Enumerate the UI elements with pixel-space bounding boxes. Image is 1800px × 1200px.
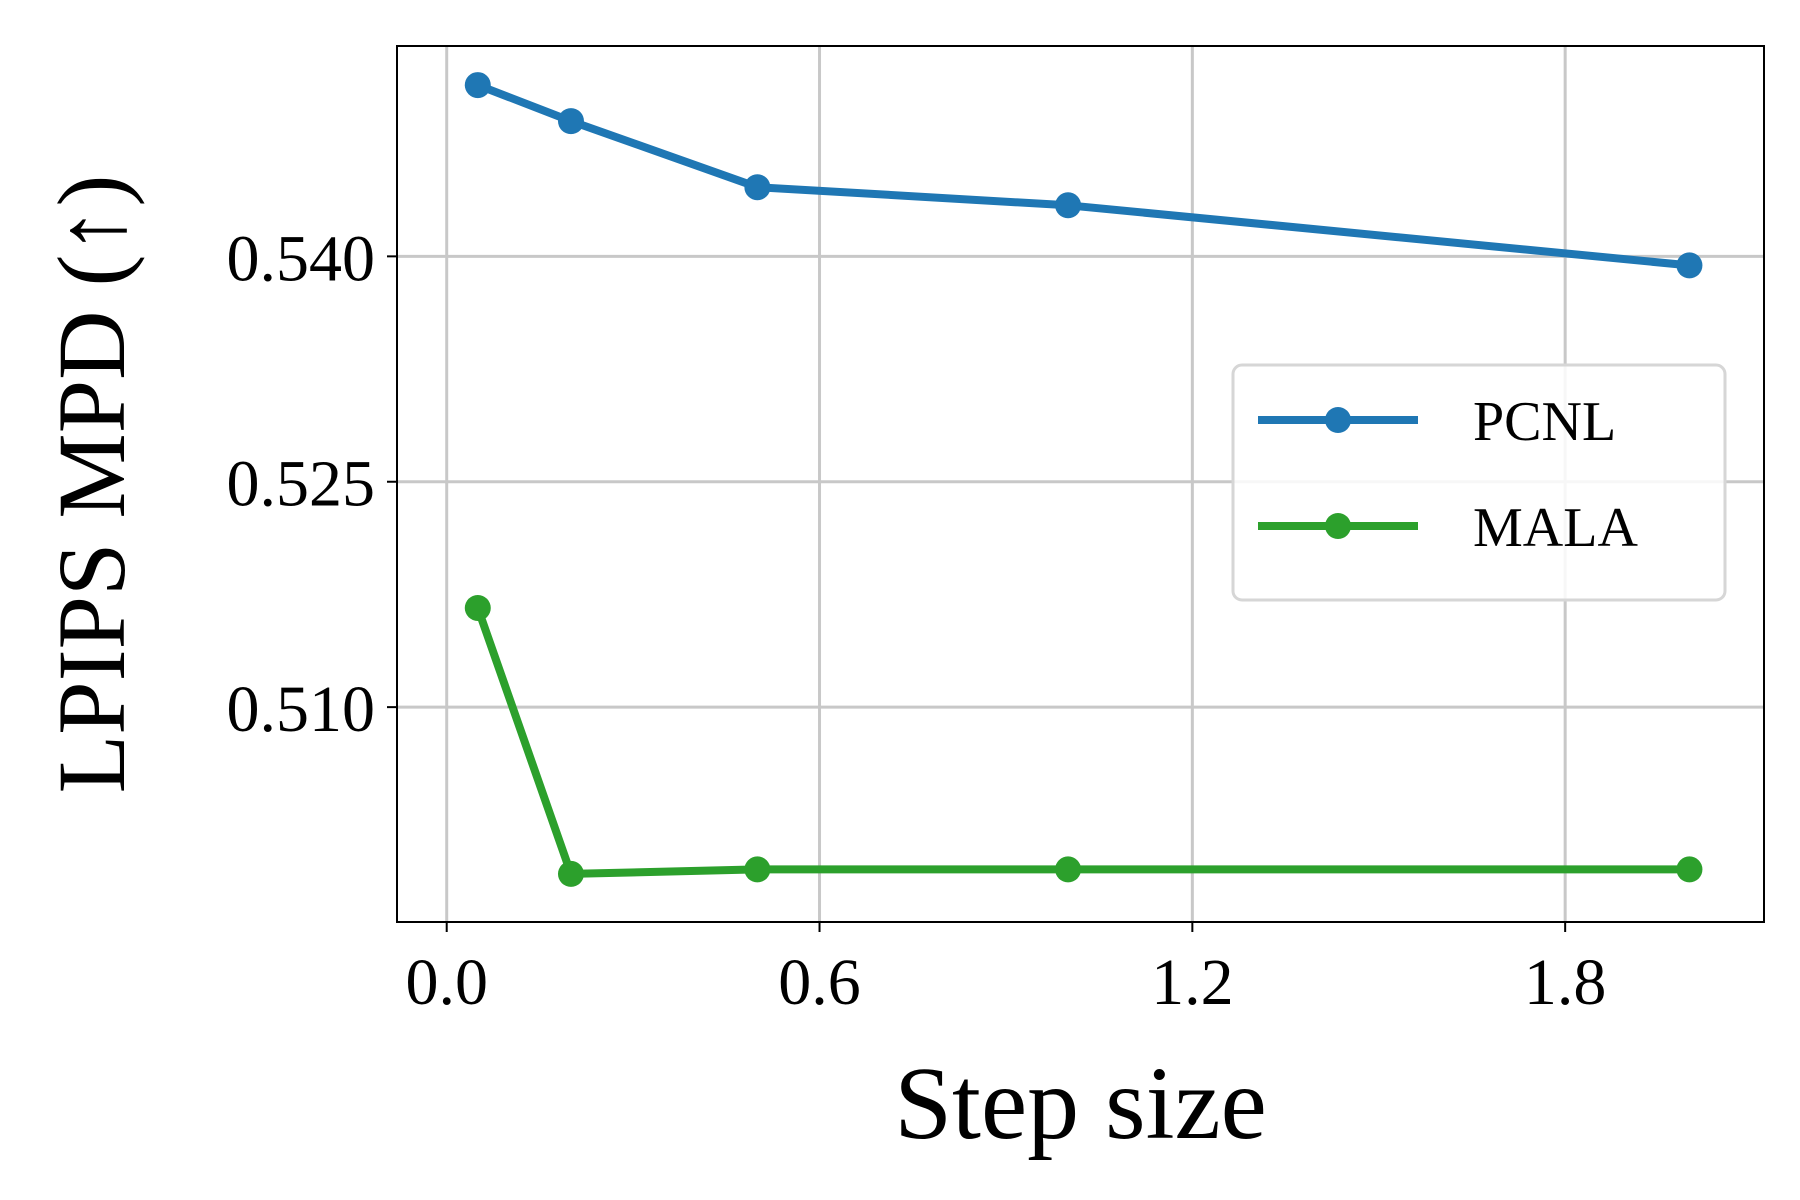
y-tick-label: 0.525 [227,448,376,521]
legend-label-pcnl: PCNL [1473,391,1616,453]
y-tick-label: 0.540 [227,222,376,295]
series-layer [464,72,1703,887]
y-tick-label: 0.510 [227,673,376,746]
data-point-mala [557,860,584,887]
legend-marker-mala [1325,513,1351,539]
legend: PCNL MALA [1231,363,1727,602]
plot-frame [396,45,1765,923]
data-point-pcnl [1676,252,1703,279]
legend-marker-pcnl [1325,407,1351,433]
data-point-pcnl [464,72,491,99]
x-axis-title: Step size [894,1046,1267,1161]
data-point-mala [744,856,771,883]
x-tick-label: 0.0 [405,946,488,1019]
x-tick-label: 1.8 [1524,946,1607,1019]
y-axis-title: LPIPS MPD (↑) [38,175,145,794]
x-tick-label: 0.6 [778,946,861,1019]
data-point-pcnl [557,108,584,135]
data-point-pcnl [1055,192,1082,219]
data-point-mala [1676,856,1703,883]
legend-label-mala: MALA [1473,497,1638,559]
axis-ticks: 0.0 0.6 1.2 1.8 0.510 0.525 0.540 [227,222,1607,1019]
data-point-mala [464,594,491,621]
x-tick-label: 1.2 [1151,946,1234,1019]
data-point-mala [1055,856,1082,883]
data-point-pcnl [744,174,771,201]
